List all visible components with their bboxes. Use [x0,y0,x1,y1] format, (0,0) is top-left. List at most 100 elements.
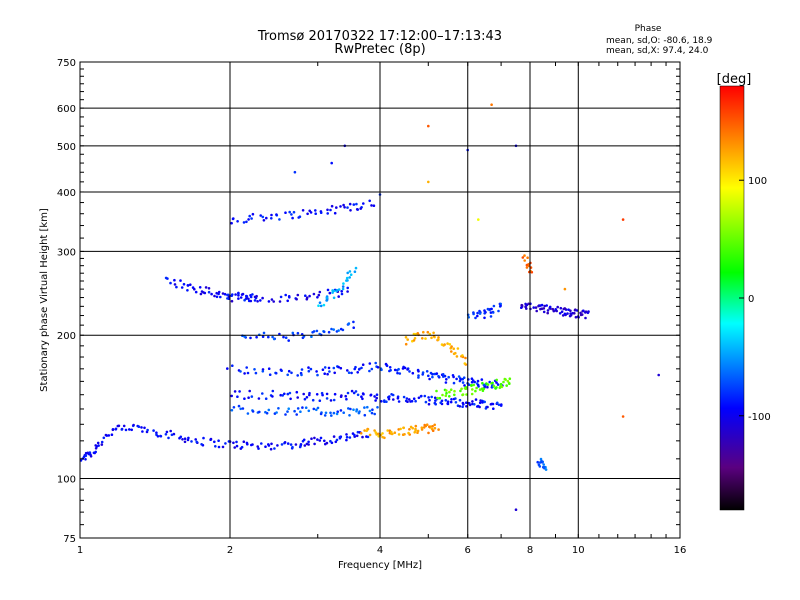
data-point [288,296,291,299]
data-point [397,400,401,403]
data-point [478,401,482,405]
data-point [257,447,260,450]
data-point [293,170,297,174]
data-point [332,398,336,402]
data-point [354,390,358,393]
data-point [350,371,353,375]
data-point [621,415,625,418]
data-point [393,368,397,372]
data-point [235,440,238,444]
data-point [569,309,572,313]
data-point [284,336,288,340]
data-point [84,458,87,461]
data-point [298,445,302,449]
data-point [396,371,399,375]
data-point [417,396,421,400]
data-point [267,408,271,412]
data-point [264,410,267,414]
data-point [350,389,354,393]
data-point [356,371,360,374]
data-point [353,433,356,437]
data-point [345,276,349,280]
data-point [476,379,480,383]
data-point [296,331,300,335]
data-point [542,463,545,466]
data-point [207,290,211,294]
data-point [194,438,197,441]
data-point [376,366,380,369]
data-point [290,213,293,216]
data-point [309,211,313,214]
data-point [325,299,329,302]
data-point [272,337,276,341]
data-point [155,431,158,435]
data-point [452,347,456,351]
data-point [523,254,526,257]
data-point [330,414,333,417]
data-point [582,309,585,313]
data-point [474,398,478,401]
data-point [563,307,567,310]
data-point [352,203,356,206]
data-point [215,295,219,299]
data-point [337,365,340,369]
data-point [436,396,439,400]
data-point [240,293,244,296]
data-point [319,436,323,440]
data-point [455,355,459,358]
data-point [496,401,499,405]
data-point [340,290,344,293]
data-point [316,373,319,377]
data-point [368,433,372,437]
data-point [321,393,324,397]
data-point [478,312,482,315]
data-point [353,367,357,371]
data-point [491,311,495,314]
x-tick-label: 10 [572,545,585,556]
data-point [311,398,315,402]
phase-stats-x: mean, sd,X: 97.4, 24.0 [606,46,709,56]
data-point [573,312,576,315]
data-point [363,406,366,409]
data-point [94,450,97,454]
data-point [569,312,572,315]
data-point [384,362,388,366]
data-point [137,425,141,429]
data-point [431,425,434,428]
data-point [538,465,542,468]
data-point [444,399,448,402]
data-point [287,339,291,342]
data-point [361,435,364,439]
data-point [447,375,451,379]
data-point [514,508,518,512]
data-point [427,396,430,399]
data-point [428,398,431,402]
y-axis-label: Stationary phase Virtual Height [km] [39,208,50,392]
data-point [262,331,266,335]
data-point [345,433,348,436]
data-point [476,383,480,387]
data-point [166,277,169,280]
data-point [325,397,329,400]
data-point [459,389,462,393]
data-point [283,441,287,444]
data-point [386,429,390,432]
data-point [393,431,397,435]
data-point [346,279,349,282]
data-point [124,428,128,432]
data-point [425,423,429,427]
data-point [237,294,240,297]
data-point [435,389,438,393]
data-point [433,372,436,376]
data-point [348,276,352,279]
data-point [281,394,285,397]
data-point [430,395,434,399]
data-point [502,380,505,384]
data-point [187,436,190,440]
data-point [306,212,309,216]
data-point [323,439,326,443]
data-point [273,447,276,450]
data-point [387,397,391,401]
data-point [520,304,524,307]
